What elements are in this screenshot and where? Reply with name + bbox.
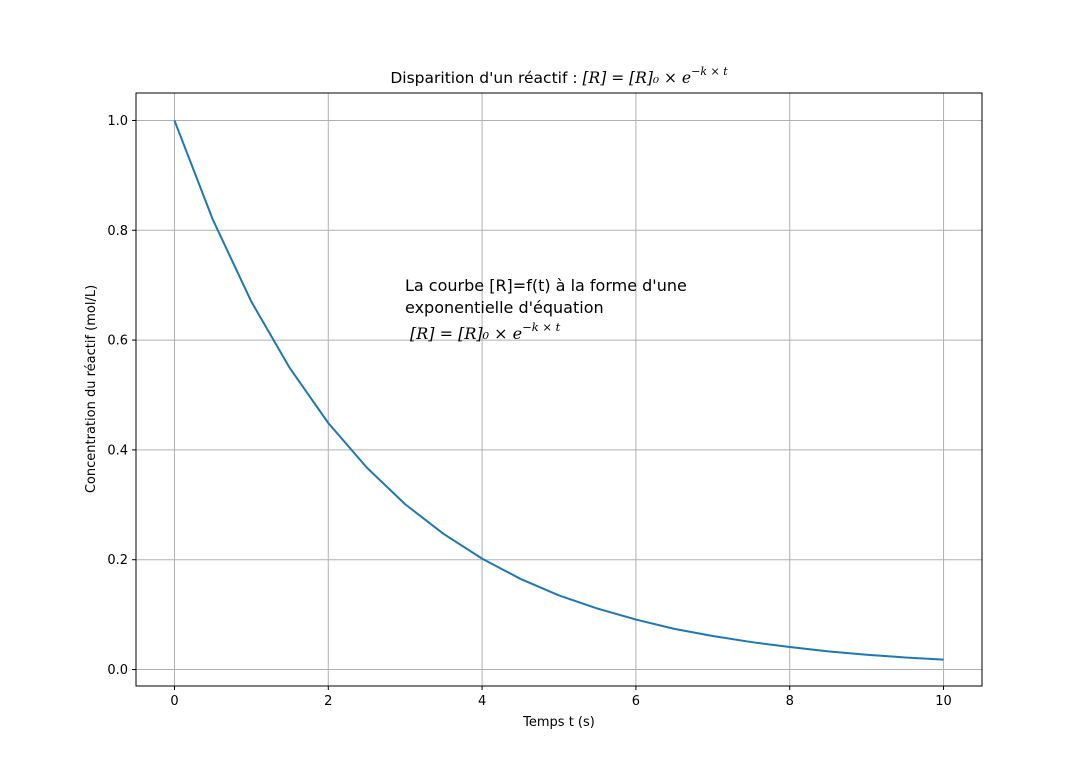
y-axis: 0.0 0.2 0.4 0.6 0.8 1.0 xyxy=(107,114,136,678)
grid xyxy=(136,93,982,686)
y-tick-label: 1.0 xyxy=(107,114,128,129)
y-tick-label: 0.2 xyxy=(107,553,128,568)
chart-title-exponent: −k × t xyxy=(691,65,728,78)
annotation-formula-exponent: −k × t xyxy=(522,320,561,334)
series-line xyxy=(173,120,944,661)
y-axis-label: Concentration du réactif (mol/L) xyxy=(84,285,99,493)
x-tick-label: 4 xyxy=(478,694,486,709)
chart-title-prefix: Disparition d'un réactif : xyxy=(390,69,582,87)
annotation-line1: La courbe [R]=f(t) à la forme d'une xyxy=(405,276,687,295)
plot-frame xyxy=(135,92,983,687)
annotation-formula-base: [R] = [R]₀ × e xyxy=(410,324,522,343)
y-tick-label: 0.8 xyxy=(107,224,128,239)
y-tick-label: 0.6 xyxy=(107,334,128,349)
x-tick-label: 10 xyxy=(935,694,952,709)
chart-title: Disparition d'un réactif : [R] = [R]₀ × … xyxy=(390,65,728,87)
x-axis-label: Temps t (s) xyxy=(522,715,595,730)
x-tick-label: 6 xyxy=(632,694,640,709)
annotation-line2: exponentielle d'équation xyxy=(405,298,604,317)
chart-title-formula: [R] = [R]₀ × e xyxy=(583,69,692,87)
x-tick-label: 2 xyxy=(324,694,332,709)
y-tick-label: 0.4 xyxy=(107,443,128,458)
x-tick-label: 0 xyxy=(170,694,178,709)
x-tick-label: 8 xyxy=(786,694,794,709)
series-layer xyxy=(173,120,944,661)
annotation: La courbe [R]=f(t) à la forme d'une expo… xyxy=(405,276,687,343)
x-axis: 0 2 4 6 8 10 xyxy=(170,686,952,709)
annotation-formula: [R] = [R]₀ × e−k × t xyxy=(410,320,561,343)
y-tick-label: 0.0 xyxy=(107,663,128,678)
